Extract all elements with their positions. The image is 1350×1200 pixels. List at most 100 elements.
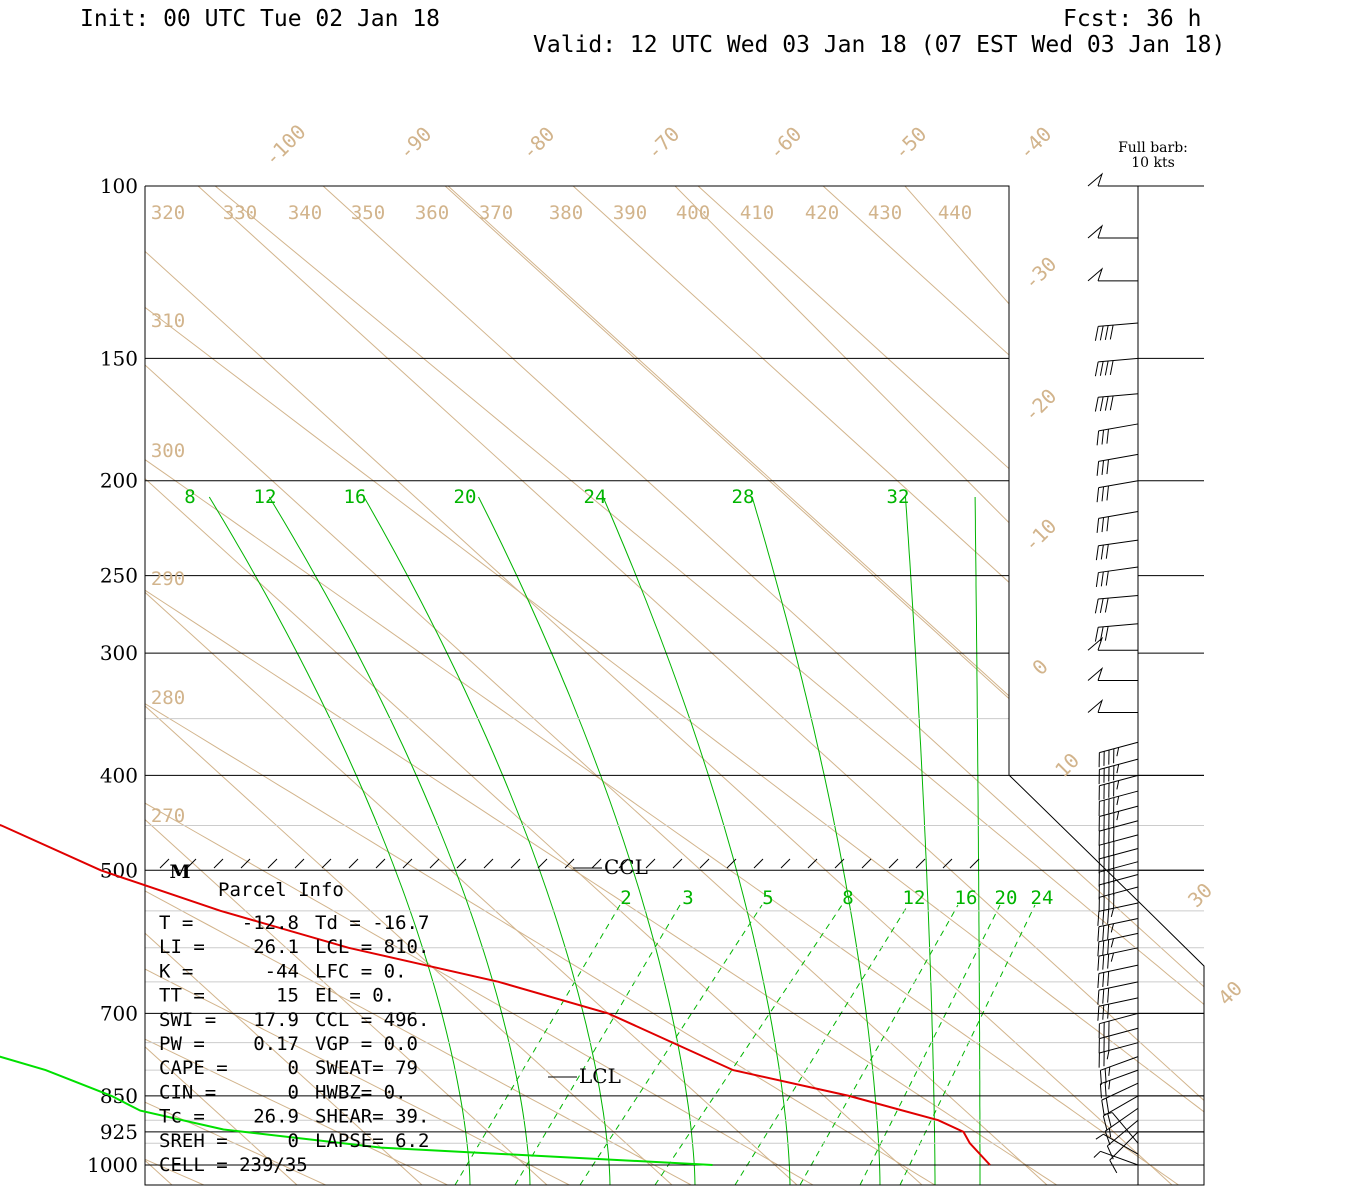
barb-feather xyxy=(1093,1150,1101,1158)
barb-feather xyxy=(1099,598,1104,613)
barb-feather xyxy=(1094,397,1099,412)
dry-adiabat-line xyxy=(145,186,1180,1185)
wind-barb xyxy=(1098,834,1139,860)
parcel-param-extra: Td = -16.7 xyxy=(315,912,429,934)
barb-feather xyxy=(1106,516,1109,532)
wind-barbs xyxy=(1087,172,1139,1174)
wind-barb xyxy=(1098,774,1139,801)
dry-adiabat-line xyxy=(0,177,84,1185)
hatch-mark xyxy=(213,858,224,869)
dry-adiabat-line xyxy=(145,186,693,1185)
barb-feather xyxy=(1104,360,1109,376)
isotherm-label: -100 xyxy=(260,120,311,171)
barb-feather xyxy=(1099,361,1104,376)
barb-shaft xyxy=(1098,595,1139,600)
isotherm-label: -50 xyxy=(889,122,932,165)
barb-feather xyxy=(1102,910,1105,925)
hatch-mark xyxy=(375,858,386,869)
barb-feather xyxy=(1097,1006,1100,1021)
barb-shaft xyxy=(1099,834,1139,846)
barb-feather xyxy=(1110,938,1115,948)
barb-feather xyxy=(1096,487,1100,503)
barb-shaft xyxy=(1098,510,1139,519)
hatch-mark xyxy=(456,858,467,869)
hatch-mark xyxy=(483,858,494,869)
barb-feather xyxy=(1097,973,1100,989)
barb-feather xyxy=(1102,989,1105,1004)
wind-barb xyxy=(1097,981,1139,1005)
pressure-tick-label: 400 xyxy=(100,763,138,787)
barb-feather xyxy=(1107,1113,1112,1128)
barb-feather xyxy=(1102,955,1105,970)
barb-feather xyxy=(1094,326,1099,341)
hatch-mark xyxy=(348,858,359,869)
lower-mixing-ratio-label: 3 xyxy=(682,887,693,909)
barb-feather xyxy=(1102,1115,1108,1131)
plot-frame xyxy=(144,185,1205,1186)
hatched-level-line xyxy=(159,858,980,869)
wind-barb xyxy=(1095,1133,1139,1155)
pressure-tick-label: 300 xyxy=(100,641,138,665)
wind-barb xyxy=(1103,1112,1139,1144)
isotherm-line xyxy=(273,186,1204,1185)
parcel-param-name: K = xyxy=(159,960,193,982)
parcel-param-extra: LCL = 810. xyxy=(315,936,429,958)
hatch-mark xyxy=(645,858,656,869)
barb-feather xyxy=(1102,925,1105,941)
parcel-param-value: 0 xyxy=(288,1081,299,1103)
barb-feather xyxy=(1106,1050,1110,1060)
barb-shaft xyxy=(1098,981,1139,991)
wind-barb xyxy=(1094,357,1139,377)
barb-pennant xyxy=(1087,172,1104,187)
wind-barb xyxy=(1104,1107,1139,1146)
hatch-mark xyxy=(159,858,170,869)
barb-legend-line2: 10 kts xyxy=(1131,155,1175,171)
theta-label: 330 xyxy=(223,202,257,224)
isotherm-line xyxy=(145,186,924,1185)
barb-pennant xyxy=(1087,267,1104,282)
barb-feather xyxy=(1106,459,1109,475)
barb-feather xyxy=(1094,598,1099,614)
theta-label: 320 xyxy=(151,202,185,224)
parcel-param-name: TT = xyxy=(159,985,205,1007)
barb-feather xyxy=(1097,941,1100,957)
barb-feather xyxy=(1099,1070,1102,1085)
mixing-ratio-label: 24 xyxy=(584,486,607,508)
theta-label: 390 xyxy=(613,202,647,224)
barb-feather xyxy=(1101,460,1105,476)
parcel-param-extra: SWEAT= 79 xyxy=(315,1057,418,1079)
barb-feather xyxy=(1104,1082,1107,1097)
mixing-ratio-label: 32 xyxy=(887,486,910,508)
wind-barb xyxy=(1096,453,1139,476)
parcel-param-value: 0 xyxy=(288,1057,299,1079)
isotherm-line xyxy=(145,186,674,1185)
lcl-label: LCL xyxy=(579,1064,621,1088)
barb-feather xyxy=(1116,747,1120,757)
barb-shaft xyxy=(1100,1069,1139,1085)
wind-barb xyxy=(1099,1069,1139,1099)
barb-shaft xyxy=(1098,964,1139,974)
dry-adiabat-line xyxy=(1127,186,1204,1185)
mixing-ratio-line xyxy=(899,904,1036,1185)
wind-barb xyxy=(1094,393,1139,412)
moist-adiabat-line xyxy=(905,496,936,1185)
barb-feather xyxy=(1103,1112,1113,1116)
lower-mixing-ratio-label: 16 xyxy=(955,887,978,909)
hatch-mark xyxy=(942,858,953,869)
barb-shaft xyxy=(1098,997,1139,1007)
barb-shaft xyxy=(1107,1119,1139,1147)
barb-feather xyxy=(1104,598,1109,613)
barb-feather xyxy=(1109,325,1114,340)
isotherm-line xyxy=(648,186,1204,1185)
moist-adiabat-line xyxy=(602,496,791,1185)
isotherm-label: -60 xyxy=(764,122,807,165)
hatch-mark xyxy=(915,858,926,869)
parcel-param-extra: VGP = 0.0 xyxy=(315,1033,418,1055)
hatch-mark xyxy=(186,858,197,869)
theta-label: 350 xyxy=(351,202,385,224)
mixing-ratio-label: 16 xyxy=(344,486,367,508)
isotherm-label: -20 xyxy=(1019,384,1062,427)
isotherm-label: -90 xyxy=(394,122,437,165)
wind-barb xyxy=(1102,1095,1139,1131)
